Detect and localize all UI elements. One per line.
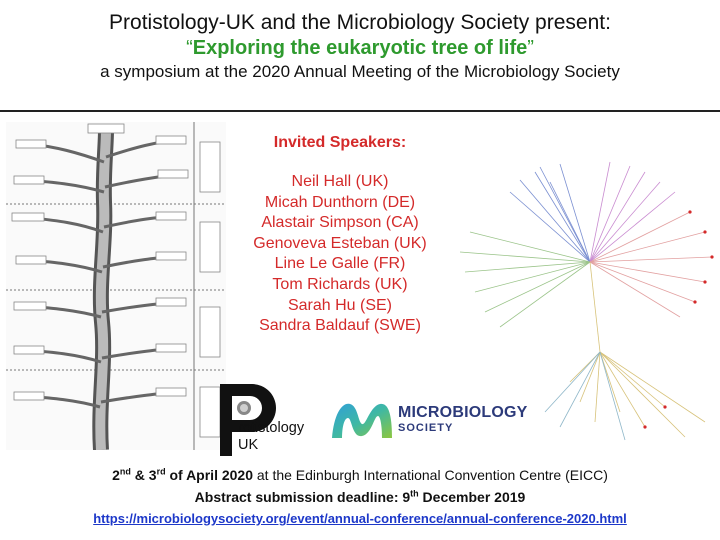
protistology-text: rotistology xyxy=(238,420,305,436)
deadline-suffix: th xyxy=(410,488,419,499)
speaker-name: Neil Hall (UK) xyxy=(291,173,389,190)
date-suffix-2: rd xyxy=(156,466,166,477)
speaker-name: Sandra Baldauf (SWE) xyxy=(259,317,421,335)
eukaryotic-phylogenetic-tree-figure xyxy=(459,161,714,441)
event-date-venue: 2nd & 3rd of April 2020 at the Edinburgh… xyxy=(0,464,720,486)
date-month: of April 2020 xyxy=(165,467,253,483)
venue: at the Edinburgh International Conventio… xyxy=(253,467,608,483)
society-wordmark: SOCIETY xyxy=(398,422,454,434)
open-quote: “ xyxy=(186,37,193,59)
haeckel-tree-illustration xyxy=(6,122,226,450)
speaker-name: Sarah Hu (SE) xyxy=(287,296,393,314)
event-details: 2nd & 3rd of April 2020 at the Edinburgh… xyxy=(0,464,720,530)
date-day1: 2 xyxy=(112,467,120,483)
speaker-name: Tom Richards (UK) xyxy=(272,275,408,293)
deadline-label: Abstract submission deadline: 9 xyxy=(194,489,411,505)
abstract-deadline: Abstract submission deadline: 9th Decemb… xyxy=(0,486,720,508)
protistology-uk-logo: rotistology UK xyxy=(218,382,318,458)
speaker-name: Line Le Galle (FR) xyxy=(274,255,406,273)
microbiology-wordmark: MICROBIOLOGY xyxy=(398,404,528,421)
header-line-3: a symposium at the 2020 Annual Meeting o… xyxy=(100,62,620,81)
protistology-p-mark xyxy=(220,384,276,456)
close-quote: ” xyxy=(527,37,534,59)
symposium-title: “Exploring the eukaryotic tree of life” xyxy=(0,36,720,60)
speaker-name: Genoveva Esteban (UK) xyxy=(253,234,427,252)
date-and: & 3 xyxy=(130,467,157,483)
header: Protistology-UK and the Microbiology Soc… xyxy=(0,10,720,84)
speakers-heading: Invited Speakers: xyxy=(273,134,407,151)
deadline-date: December 2019 xyxy=(418,489,526,505)
protistology-uk-text: UK xyxy=(238,437,259,453)
conference-url-link[interactable]: https://microbiologysociety.org/event/an… xyxy=(93,511,627,526)
header-divider xyxy=(0,110,720,112)
date-suffix-1: nd xyxy=(119,466,131,477)
header-line-1: Protistology-UK and the Microbiology Soc… xyxy=(109,11,611,34)
speaker-name: Alastair Simpson (CA) xyxy=(261,214,419,232)
speaker-name: Micah Dunthorn (DE) xyxy=(264,193,416,211)
symposium-title-text: Exploring the eukaryotic tree of life xyxy=(192,37,528,59)
microbiology-society-m-icon xyxy=(332,403,392,438)
invited-speakers: Invited Speakers: Neil Hall (UK) Micah D… xyxy=(230,132,450,337)
microbiology-society-logo: MICROBIOLOGY SOCIETY xyxy=(328,394,538,444)
